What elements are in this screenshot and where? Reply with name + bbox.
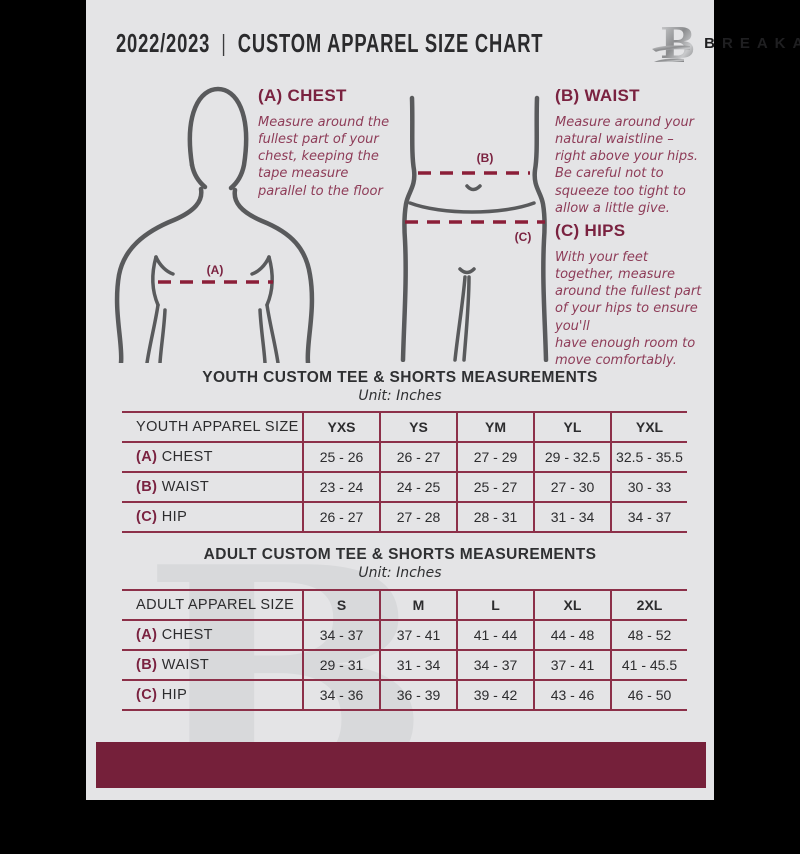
cell: 46 - 50 xyxy=(610,679,687,711)
row-prefix: (A) xyxy=(136,627,158,643)
cell: 25 - 26 xyxy=(302,441,380,473)
youth-table-title: YOUTH CUSTOM TEE & SHORTS MEASUREMENTS xyxy=(202,369,598,386)
title-text: CUSTOM APPAREL SIZE CHART xyxy=(237,27,544,57)
cell: 48 - 52 xyxy=(610,619,687,651)
youth-col-ym: YM xyxy=(456,411,534,443)
cell: 29 - 31 xyxy=(302,649,380,681)
row-prefix: (B) xyxy=(136,657,158,673)
cell: 34 - 36 xyxy=(302,679,380,711)
adult-col-s: S xyxy=(302,589,380,621)
cell: 37 - 41 xyxy=(379,619,457,651)
row-prefix: (C) xyxy=(136,509,158,525)
cell: 26 - 27 xyxy=(302,501,380,533)
cell: 44 - 48 xyxy=(533,619,611,651)
table-row: (B) WAIST 29 - 31 31 - 34 34 - 37 37 - 4… xyxy=(122,649,687,681)
youth-col-yxl: YXL xyxy=(610,411,687,443)
size-chart-page: B 2022/2023 | CUSTOM APPAREL SIZE CHART … xyxy=(86,0,800,828)
table-row: (A) CHEST 25 - 26 26 - 27 27 - 29 29 - 3… xyxy=(122,441,687,473)
cell: 30 - 33 xyxy=(610,471,687,503)
page-title: 2022/2023 | CUSTOM APPAREL SIZE CHART xyxy=(116,28,543,58)
adult-col-2xl: 2XL xyxy=(610,589,687,621)
breakaway-logo-icon: B xyxy=(652,19,694,68)
cell: 34 - 37 xyxy=(302,619,380,651)
chest-line-label: (A) xyxy=(207,263,224,277)
table-row: (B) WAIST 23 - 24 24 - 25 25 - 27 27 - 3… xyxy=(122,471,687,503)
cell: 34 - 37 xyxy=(610,501,687,533)
hips-instructions: (C) HIPS With your feet together, measur… xyxy=(555,221,707,369)
cell: 31 - 34 xyxy=(533,501,611,533)
youth-table-unit: Unit: Inches xyxy=(358,388,442,404)
cell: 27 - 28 xyxy=(379,501,457,533)
cell: 32.5 - 35.5 xyxy=(610,441,687,473)
youth-col-yl: YL xyxy=(533,411,611,443)
adult-col-l: L xyxy=(456,589,534,621)
waist-instructions: (B) WAIST Measure around your natural wa… xyxy=(555,86,707,217)
row-label: CHEST xyxy=(161,627,213,643)
cell: 24 - 25 xyxy=(379,471,457,503)
adult-header-row: ADULT APPAREL SIZE S M L XL 2XL xyxy=(122,589,687,621)
row-label: WAIST xyxy=(161,479,210,495)
row-prefix: (A) xyxy=(136,449,158,465)
adult-table-title: ADULT CUSTOM TEE & SHORTS MEASUREMENTS xyxy=(203,546,597,563)
youth-col-ys: YS xyxy=(379,411,457,443)
row-prefix: (C) xyxy=(136,687,158,703)
cell: 43 - 46 xyxy=(533,679,611,711)
table-row: (C) HIP 34 - 36 36 - 39 39 - 42 43 - 46 … xyxy=(122,679,687,711)
row-label: CHEST xyxy=(161,449,213,465)
brand-name: BREAKAWAY xyxy=(704,34,800,52)
row-label: HIP xyxy=(161,509,188,525)
cell: 25 - 27 xyxy=(456,471,534,503)
cell: 34 - 37 xyxy=(456,649,534,681)
cell: 31 - 34 xyxy=(379,649,457,681)
youth-col-header: YOUTH APPAREL SIZE xyxy=(122,411,303,443)
title-year: 2022/2023 xyxy=(116,27,211,57)
table-row: (C) HIP 26 - 27 27 - 28 28 - 31 31 - 34 … xyxy=(122,501,687,533)
page-header: 2022/2023 | CUSTOM APPAREL SIZE CHART B xyxy=(86,0,800,86)
adult-col-m: M xyxy=(379,589,457,621)
footer-accent-bar xyxy=(96,742,706,788)
youth-col-yxs: YXS xyxy=(302,411,380,443)
cell: 28 - 31 xyxy=(456,501,534,533)
cell: 39 - 42 xyxy=(456,679,534,711)
title-separator: | xyxy=(221,29,227,56)
youth-size-table: YOUTH APPAREL SIZE YXS YS YM YL YXL (A) … xyxy=(122,411,687,533)
waist-hip-figure-diagram: (B) (C) xyxy=(400,95,549,362)
chest-body: Measure around the fullest part of your … xyxy=(258,115,390,199)
brand-logo-group: B BREAKAWAY xyxy=(650,18,800,68)
cell: 23 - 24 xyxy=(302,471,380,503)
chest-heading: (A) CHEST xyxy=(258,86,347,105)
hips-heading: (C) HIPS xyxy=(555,221,626,240)
adult-col-header: ADULT APPAREL SIZE xyxy=(122,589,303,621)
table-row: (A) CHEST 34 - 37 37 - 41 41 - 44 44 - 4… xyxy=(122,619,687,651)
cell: 29 - 32.5 xyxy=(533,441,611,473)
chest-figure-diagram: (A) xyxy=(114,86,315,363)
cell: 37 - 41 xyxy=(533,649,611,681)
cell: 36 - 39 xyxy=(379,679,457,711)
row-label: WAIST xyxy=(161,657,210,673)
waist-heading: (B) WAIST xyxy=(555,86,640,105)
cell: 41 - 45.5 xyxy=(610,649,687,681)
waist-body: Measure around your natural waistline – … xyxy=(555,115,699,216)
row-label: HIP xyxy=(161,687,188,703)
adult-table-unit: Unit: Inches xyxy=(358,565,442,581)
row-prefix: (B) xyxy=(136,479,158,495)
chest-instructions: (A) CHEST Measure around the fullest par… xyxy=(258,86,394,200)
cell: 27 - 29 xyxy=(456,441,534,473)
adult-col-xl: XL xyxy=(533,589,611,621)
hip-line-label: (C) xyxy=(515,230,532,244)
waist-line-label: (B) xyxy=(477,151,494,165)
adult-size-table: ADULT APPAREL SIZE S M L XL 2XL (A) CHES… xyxy=(122,589,687,711)
hips-body: With your feet together, measure around … xyxy=(555,250,702,368)
youth-header-row: YOUTH APPAREL SIZE YXS YS YM YL YXL xyxy=(122,411,687,443)
cell: 41 - 44 xyxy=(456,619,534,651)
cell: 27 - 30 xyxy=(533,471,611,503)
cell: 26 - 27 xyxy=(379,441,457,473)
